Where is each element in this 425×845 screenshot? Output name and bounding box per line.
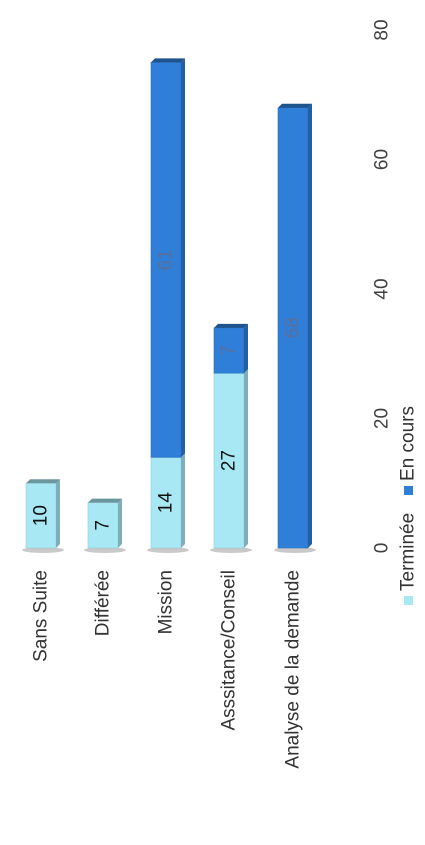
bar-side-face	[118, 498, 122, 548]
bar-top-face	[88, 498, 122, 503]
bar-top-face	[214, 323, 248, 328]
legend-swatch	[404, 596, 413, 605]
bar-top-face	[26, 479, 60, 484]
value-axis: 0 20 40 60 80	[372, 19, 393, 553]
bar-side-face	[244, 323, 248, 374]
bar-side-face	[244, 369, 248, 548]
bar-side-face	[56, 479, 60, 548]
axis-tick-label: 80	[372, 19, 393, 40]
bar-data-label: 27	[219, 450, 240, 471]
bar-data-label: 10	[31, 505, 52, 526]
bar-floor-shadow	[147, 547, 189, 553]
axis-tick-label: 20	[372, 408, 393, 429]
axis-tick-label: 0	[372, 543, 393, 554]
bar-top-face	[278, 103, 312, 108]
bar-side-face	[181, 58, 185, 458]
legend-swatch	[404, 486, 413, 495]
bar-data-label: 7	[219, 345, 240, 356]
bar-floor-shadow	[84, 547, 126, 553]
bar-segment-terminée	[213, 372, 245, 549]
bar-data-label: 68	[283, 317, 304, 338]
legend: Terminée En cours	[398, 406, 419, 605]
bar-segment-terminée	[150, 457, 182, 549]
category-labels-group: Sans Suite Différée Mission Asssitance/Cons…	[31, 570, 304, 769]
bar-segment-en-cours	[150, 62, 182, 458]
category-label: Asssitance/Conseil	[219, 570, 240, 731]
bar-data-label: 7	[93, 520, 114, 531]
bar-data-label: 61	[156, 249, 177, 270]
axis-tick-label: 60	[372, 149, 393, 170]
bar-floor-shadow	[274, 547, 316, 553]
bar-data-label: 14	[156, 492, 177, 514]
category-label: Différée	[93, 570, 114, 636]
bars-group	[22, 58, 316, 553]
legend-entry-label: En cours	[398, 406, 419, 481]
bar-top-face	[151, 58, 185, 63]
category-label: Analyse de la demande	[283, 570, 304, 769]
axis-tick-label: 40	[372, 278, 393, 299]
bar-side-face	[308, 103, 312, 548]
legend-entry-label: Terminée	[398, 513, 419, 591]
category-label: Sans Suite	[31, 570, 52, 662]
category-label: Mission	[156, 570, 177, 634]
bar-floor-shadow	[210, 547, 252, 553]
bar-side-face	[181, 453, 185, 548]
data-labels-group: 10 7 14 61 27 7 68	[31, 249, 304, 530]
bar-segment-terminée	[25, 482, 57, 549]
bar-floor-shadow	[22, 547, 64, 553]
